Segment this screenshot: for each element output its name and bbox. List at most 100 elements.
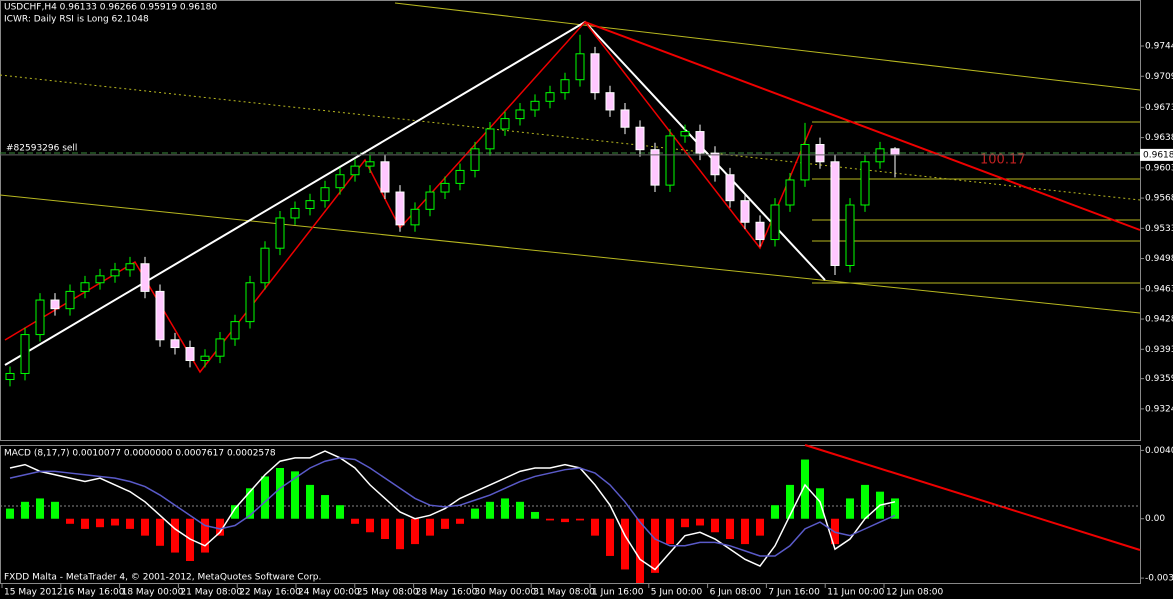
candle-body bbox=[560, 79, 570, 94]
candle-body bbox=[5, 372, 15, 381]
y-tick-label: -0.00351 bbox=[1145, 574, 1173, 584]
candle-body bbox=[785, 179, 795, 206]
y-tick-label: 0.93590 bbox=[1145, 374, 1173, 384]
y-tick-label: 0.94630 bbox=[1145, 284, 1173, 294]
macd-bar bbox=[786, 484, 794, 519]
macd-bar bbox=[606, 518, 614, 556]
candle-body bbox=[800, 144, 810, 181]
macd-bar bbox=[561, 518, 569, 523]
x-tick-label: 11 Jun 00:00 bbox=[827, 588, 884, 598]
candle-body bbox=[680, 131, 690, 137]
candle-body bbox=[215, 338, 225, 357]
price-panel-frame bbox=[0, 0, 1141, 441]
candle-body bbox=[710, 152, 720, 176]
macd-bar bbox=[96, 518, 104, 528]
x-tick-label: 22 May 16:00 bbox=[239, 588, 301, 598]
macd-bar bbox=[111, 518, 119, 526]
candle-body bbox=[860, 161, 870, 206]
macd-bar bbox=[591, 518, 599, 536]
candle-body bbox=[200, 355, 210, 362]
footer: FXDD Malta - MetaTrader 4, © 2001-2012, … bbox=[4, 573, 321, 583]
macd-bar bbox=[711, 518, 719, 533]
candle-body bbox=[725, 174, 735, 202]
macd-bar bbox=[81, 518, 89, 529]
candle-body bbox=[470, 148, 480, 171]
candle-body bbox=[410, 208, 420, 226]
candle-body bbox=[770, 204, 780, 241]
macd-bar bbox=[546, 518, 554, 521]
indicator-text: ICWR: Daily RSI is Long 62.1048 bbox=[4, 15, 149, 25]
candle-body bbox=[620, 109, 630, 128]
y-tick-label: 0.93930 bbox=[1145, 345, 1173, 355]
macd-bar bbox=[36, 498, 44, 519]
x-tick-label: 24 May 00:00 bbox=[298, 588, 360, 598]
y-tick-label: 0.96030 bbox=[1145, 163, 1173, 173]
macd-bar bbox=[51, 501, 59, 519]
candle-body bbox=[155, 290, 165, 341]
candle-body bbox=[530, 100, 540, 111]
macd-line bbox=[9, 450, 896, 571]
candle-body bbox=[140, 263, 150, 292]
macd-title: MACD (8,17,7) 0.0010077 0.0000000 0.0007… bbox=[4, 449, 276, 459]
macd-bar bbox=[801, 459, 809, 519]
candle-body bbox=[575, 53, 585, 81]
candle-body bbox=[455, 169, 465, 184]
candle-body bbox=[830, 161, 840, 266]
macd-bar bbox=[651, 518, 659, 573]
macd-bar bbox=[456, 518, 464, 524]
x-tick-label: 30 May 00:00 bbox=[474, 588, 536, 598]
y-tick-label: 0.96730 bbox=[1145, 103, 1173, 113]
candle-body bbox=[320, 187, 330, 202]
macd-line bbox=[9, 457, 896, 557]
macd-bar bbox=[291, 471, 299, 519]
candle-body bbox=[740, 200, 750, 223]
x-tick-label: 25 May 08:00 bbox=[357, 588, 419, 598]
macd-bar bbox=[741, 518, 749, 545]
x-tick-label: 28 May 16:00 bbox=[416, 588, 478, 598]
candle-body bbox=[245, 282, 255, 323]
macd-bar bbox=[126, 518, 134, 529]
macd-bar bbox=[201, 518, 209, 553]
candle-body bbox=[95, 275, 105, 284]
macd-bar bbox=[156, 518, 164, 546]
macd-bar bbox=[411, 518, 419, 545]
y-tick-label: 0.93240 bbox=[1145, 404, 1173, 414]
y-tick-label: 0.97440 bbox=[1145, 42, 1173, 52]
macd-bar bbox=[636, 518, 644, 583]
macd-bar bbox=[216, 518, 224, 536]
macd-bar bbox=[501, 498, 509, 519]
candle-body bbox=[815, 144, 825, 163]
macd-trend-line bbox=[804, 444, 1141, 551]
macd-bar bbox=[846, 498, 854, 519]
x-tick-label: 31 May 08:00 bbox=[533, 588, 595, 598]
candle-body bbox=[395, 191, 405, 226]
candle-body bbox=[380, 161, 390, 193]
candle-body bbox=[125, 263, 135, 271]
candle-body bbox=[350, 165, 360, 176]
candle-body bbox=[500, 118, 510, 130]
candle-body bbox=[605, 92, 615, 111]
macd-bar bbox=[231, 505, 239, 519]
candle-body bbox=[20, 334, 30, 374]
order-label: #82593296 sell bbox=[6, 144, 77, 154]
y-tick-label: 0.95330 bbox=[1145, 224, 1173, 234]
candle-body bbox=[755, 221, 765, 241]
macd-bar bbox=[6, 508, 14, 519]
macd-bar bbox=[861, 484, 869, 519]
candle-body bbox=[260, 247, 270, 284]
x-tick-label: 1 Jun 16:00 bbox=[592, 588, 644, 598]
macd-bar bbox=[276, 467, 284, 519]
x-tick-label: 16 May 16:00 bbox=[63, 588, 125, 598]
x-tick-label: 18 May 00:00 bbox=[122, 588, 184, 598]
candle-body bbox=[170, 339, 180, 349]
candle-body bbox=[695, 131, 705, 154]
macd-bar bbox=[726, 518, 734, 540]
macd-bar bbox=[621, 518, 629, 570]
macd-bar bbox=[681, 518, 689, 528]
y-tick-label: 0.00404 bbox=[1145, 446, 1173, 456]
candle-body bbox=[650, 149, 660, 186]
candle-body bbox=[230, 321, 240, 340]
x-tick-label: 15 May 2012 bbox=[4, 588, 63, 598]
candle-body bbox=[425, 191, 435, 210]
